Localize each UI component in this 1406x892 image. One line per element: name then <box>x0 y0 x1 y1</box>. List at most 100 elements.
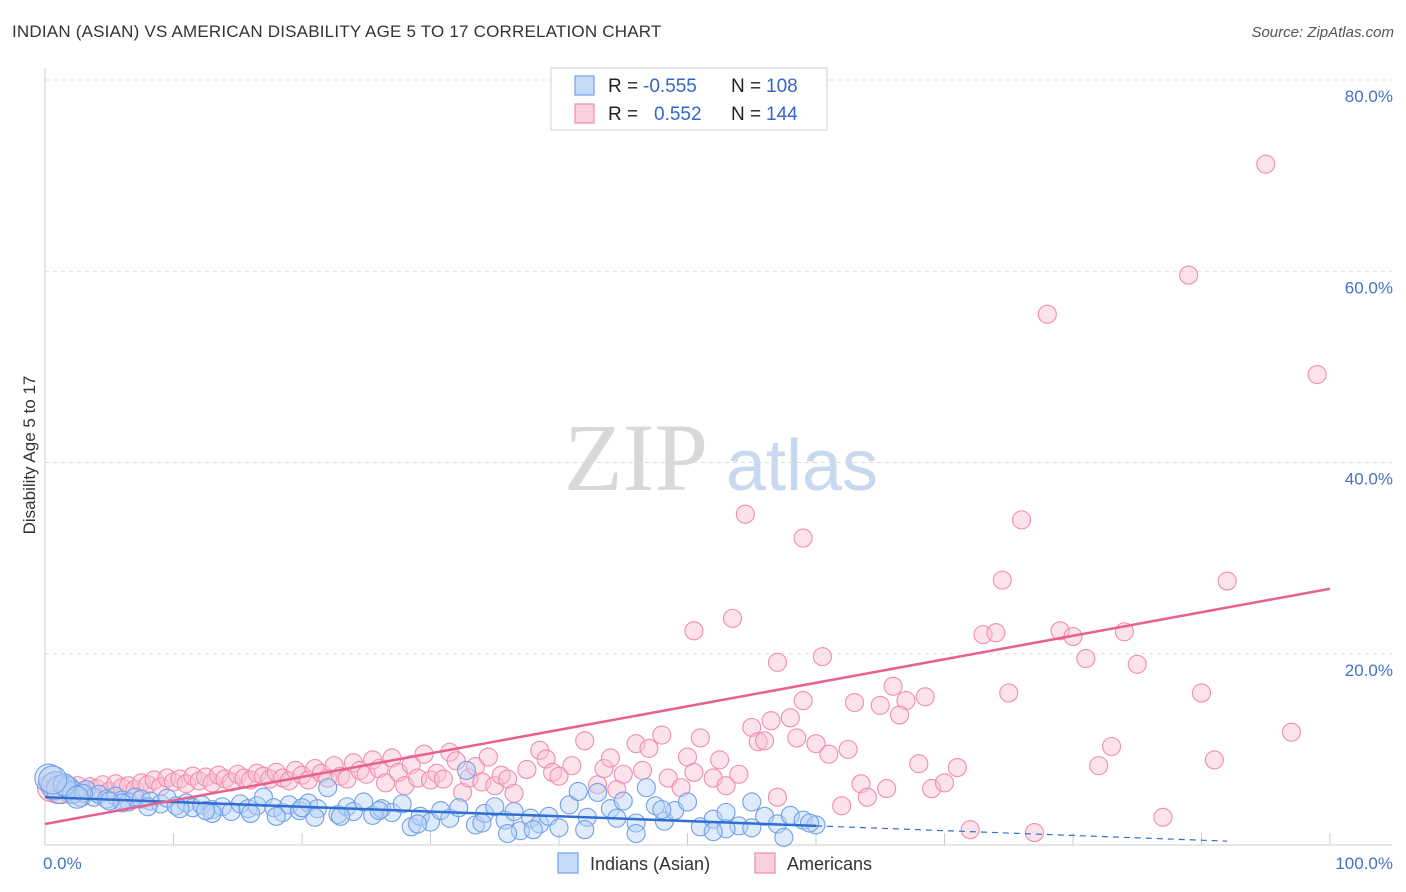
point-points-americans-145 <box>767 652 788 672</box>
point-points-americans-73 <box>517 759 537 780</box>
legend-swatch-indians <box>574 75 595 96</box>
point-points-americans-90 <box>671 778 691 798</box>
point-points-americans-143 <box>684 621 704 641</box>
point-points-americans-107 <box>844 692 865 713</box>
point-points-americans-77 <box>549 766 569 786</box>
trend-line-americans <box>44 587 1331 826</box>
bottom-legend-swatch-americans[interactable] <box>754 852 776 874</box>
point-points-indians-108 <box>703 822 723 842</box>
trend-line-indians-extension <box>815 825 1228 842</box>
point-points-americans-96 <box>716 776 736 796</box>
legend-r-indians: -0.555 <box>643 76 697 97</box>
point-points-americans-120 <box>986 623 1006 643</box>
point-points-americans-142 <box>793 528 813 548</box>
point-points-indians-62 <box>568 781 588 802</box>
point-points-indians-99 <box>266 806 286 826</box>
point-points-americans-121 <box>992 570 1012 590</box>
x-tick-label-1: 100.0% <box>1335 854 1393 873</box>
legend-r-americans: 0.552 <box>654 104 702 125</box>
axes <box>44 68 1392 846</box>
point-points-americans-149 <box>889 705 910 725</box>
point-points-americans-117 <box>947 757 967 778</box>
point-points-americans-139 <box>1281 722 1301 742</box>
point-points-americans-52 <box>375 773 396 793</box>
point-points-americans-81 <box>594 758 614 779</box>
point-points-indians-111 <box>800 813 820 833</box>
point-points-indians-98 <box>241 803 261 823</box>
point-points-indians-105 <box>575 820 595 840</box>
legend-n-americans: 144 <box>766 104 798 125</box>
point-points-indians-97 <box>196 801 216 821</box>
watermark-atlas: atlas <box>726 426 878 506</box>
point-points-indians-38 <box>343 801 363 822</box>
x-tick-label-0: 0.0% <box>43 854 82 873</box>
point-points-americans-151 <box>812 647 832 667</box>
point-points-americans-115 <box>922 779 942 799</box>
legend-n-label: N = <box>731 76 761 97</box>
point-points-americans-99 <box>748 732 768 752</box>
point-points-indians-85 <box>523 820 543 840</box>
point-points-americans-146 <box>761 711 781 731</box>
correlation-legend: R = -0.555 N = 108 R = 0.552 N = 144 <box>550 67 828 131</box>
point-points-indians-55 <box>504 801 524 822</box>
watermark: ZIP atlas <box>564 404 878 511</box>
point-points-americans-98 <box>742 717 762 737</box>
legend-swatch-americans <box>574 103 595 124</box>
point-points-americans-147 <box>787 728 807 748</box>
y-tick-label-1: 40.0% <box>1345 470 1393 489</box>
point-points-americans-140 <box>1307 364 1327 385</box>
point-points-indians-92 <box>38 765 68 795</box>
point-points-americans-129 <box>1089 756 1109 776</box>
legend-r-label-2: R = <box>608 104 638 125</box>
point-points-indians-91 <box>52 773 76 797</box>
x-tick-labels: 0.0% 100.0% <box>43 854 1393 873</box>
point-points-americans-100 <box>755 731 775 751</box>
point-points-americans-79 <box>575 731 595 751</box>
point-points-americans-148 <box>838 739 858 759</box>
point-points-indians-110 <box>774 827 794 847</box>
series-legend: Indians (Asian) Americans <box>557 852 872 874</box>
point-points-indians-104 <box>498 823 518 844</box>
point-points-americans-89 <box>658 768 678 788</box>
point-points-americans-113 <box>896 691 916 711</box>
point-points-americans-126 <box>1050 621 1070 641</box>
point-points-americans-93 <box>690 728 710 748</box>
point-points-americans-63 <box>446 751 466 771</box>
point-points-americans-111 <box>877 779 897 799</box>
point-points-indians-60 <box>549 818 569 838</box>
point-points-americans-92 <box>684 762 704 782</box>
point-points-americans-133 <box>1153 807 1173 827</box>
point-points-americans-106 <box>832 796 852 816</box>
point-points-americans-102 <box>780 708 800 728</box>
point-points-americans-116 <box>934 773 955 793</box>
gridlines <box>45 79 1392 655</box>
bottom-legend-swatch-indians[interactable] <box>557 852 579 874</box>
y-tick-label-3: 80.0% <box>1345 87 1393 106</box>
point-points-indians-72 <box>677 792 698 812</box>
point-points-indians-109 <box>742 818 762 838</box>
point-points-indians-39 <box>354 792 374 812</box>
point-points-americans-134 <box>1179 265 1199 285</box>
point-points-americans-68 <box>478 747 498 767</box>
point-points-indians-53 <box>485 797 505 817</box>
point-points-indians-66 <box>613 791 633 811</box>
bottom-legend-label-americans[interactable]: Americans <box>787 854 872 874</box>
point-points-americans-86 <box>632 760 653 780</box>
point-points-americans-125 <box>1037 304 1057 324</box>
point-points-americans-103 <box>793 691 813 711</box>
watermark-zip: ZIP <box>564 404 708 511</box>
point-points-americans-128 <box>1076 648 1096 669</box>
point-points-americans-114 <box>909 754 929 774</box>
bottom-legend-label-indians[interactable]: Indians (Asian) <box>590 854 710 874</box>
point-points-americans-109 <box>857 787 877 807</box>
legend-n-indians: 108 <box>766 76 798 97</box>
point-points-indians-103 <box>472 813 492 833</box>
point-points-americans-95 <box>710 750 730 770</box>
point-points-americans-80 <box>587 775 608 795</box>
y-tick-label-2: 60.0% <box>1345 278 1393 297</box>
point-points-americans-72 <box>504 783 524 803</box>
point-points-americans-112 <box>883 676 903 696</box>
point-points-americans-101 <box>767 787 788 807</box>
point-points-americans-67 <box>472 772 492 792</box>
